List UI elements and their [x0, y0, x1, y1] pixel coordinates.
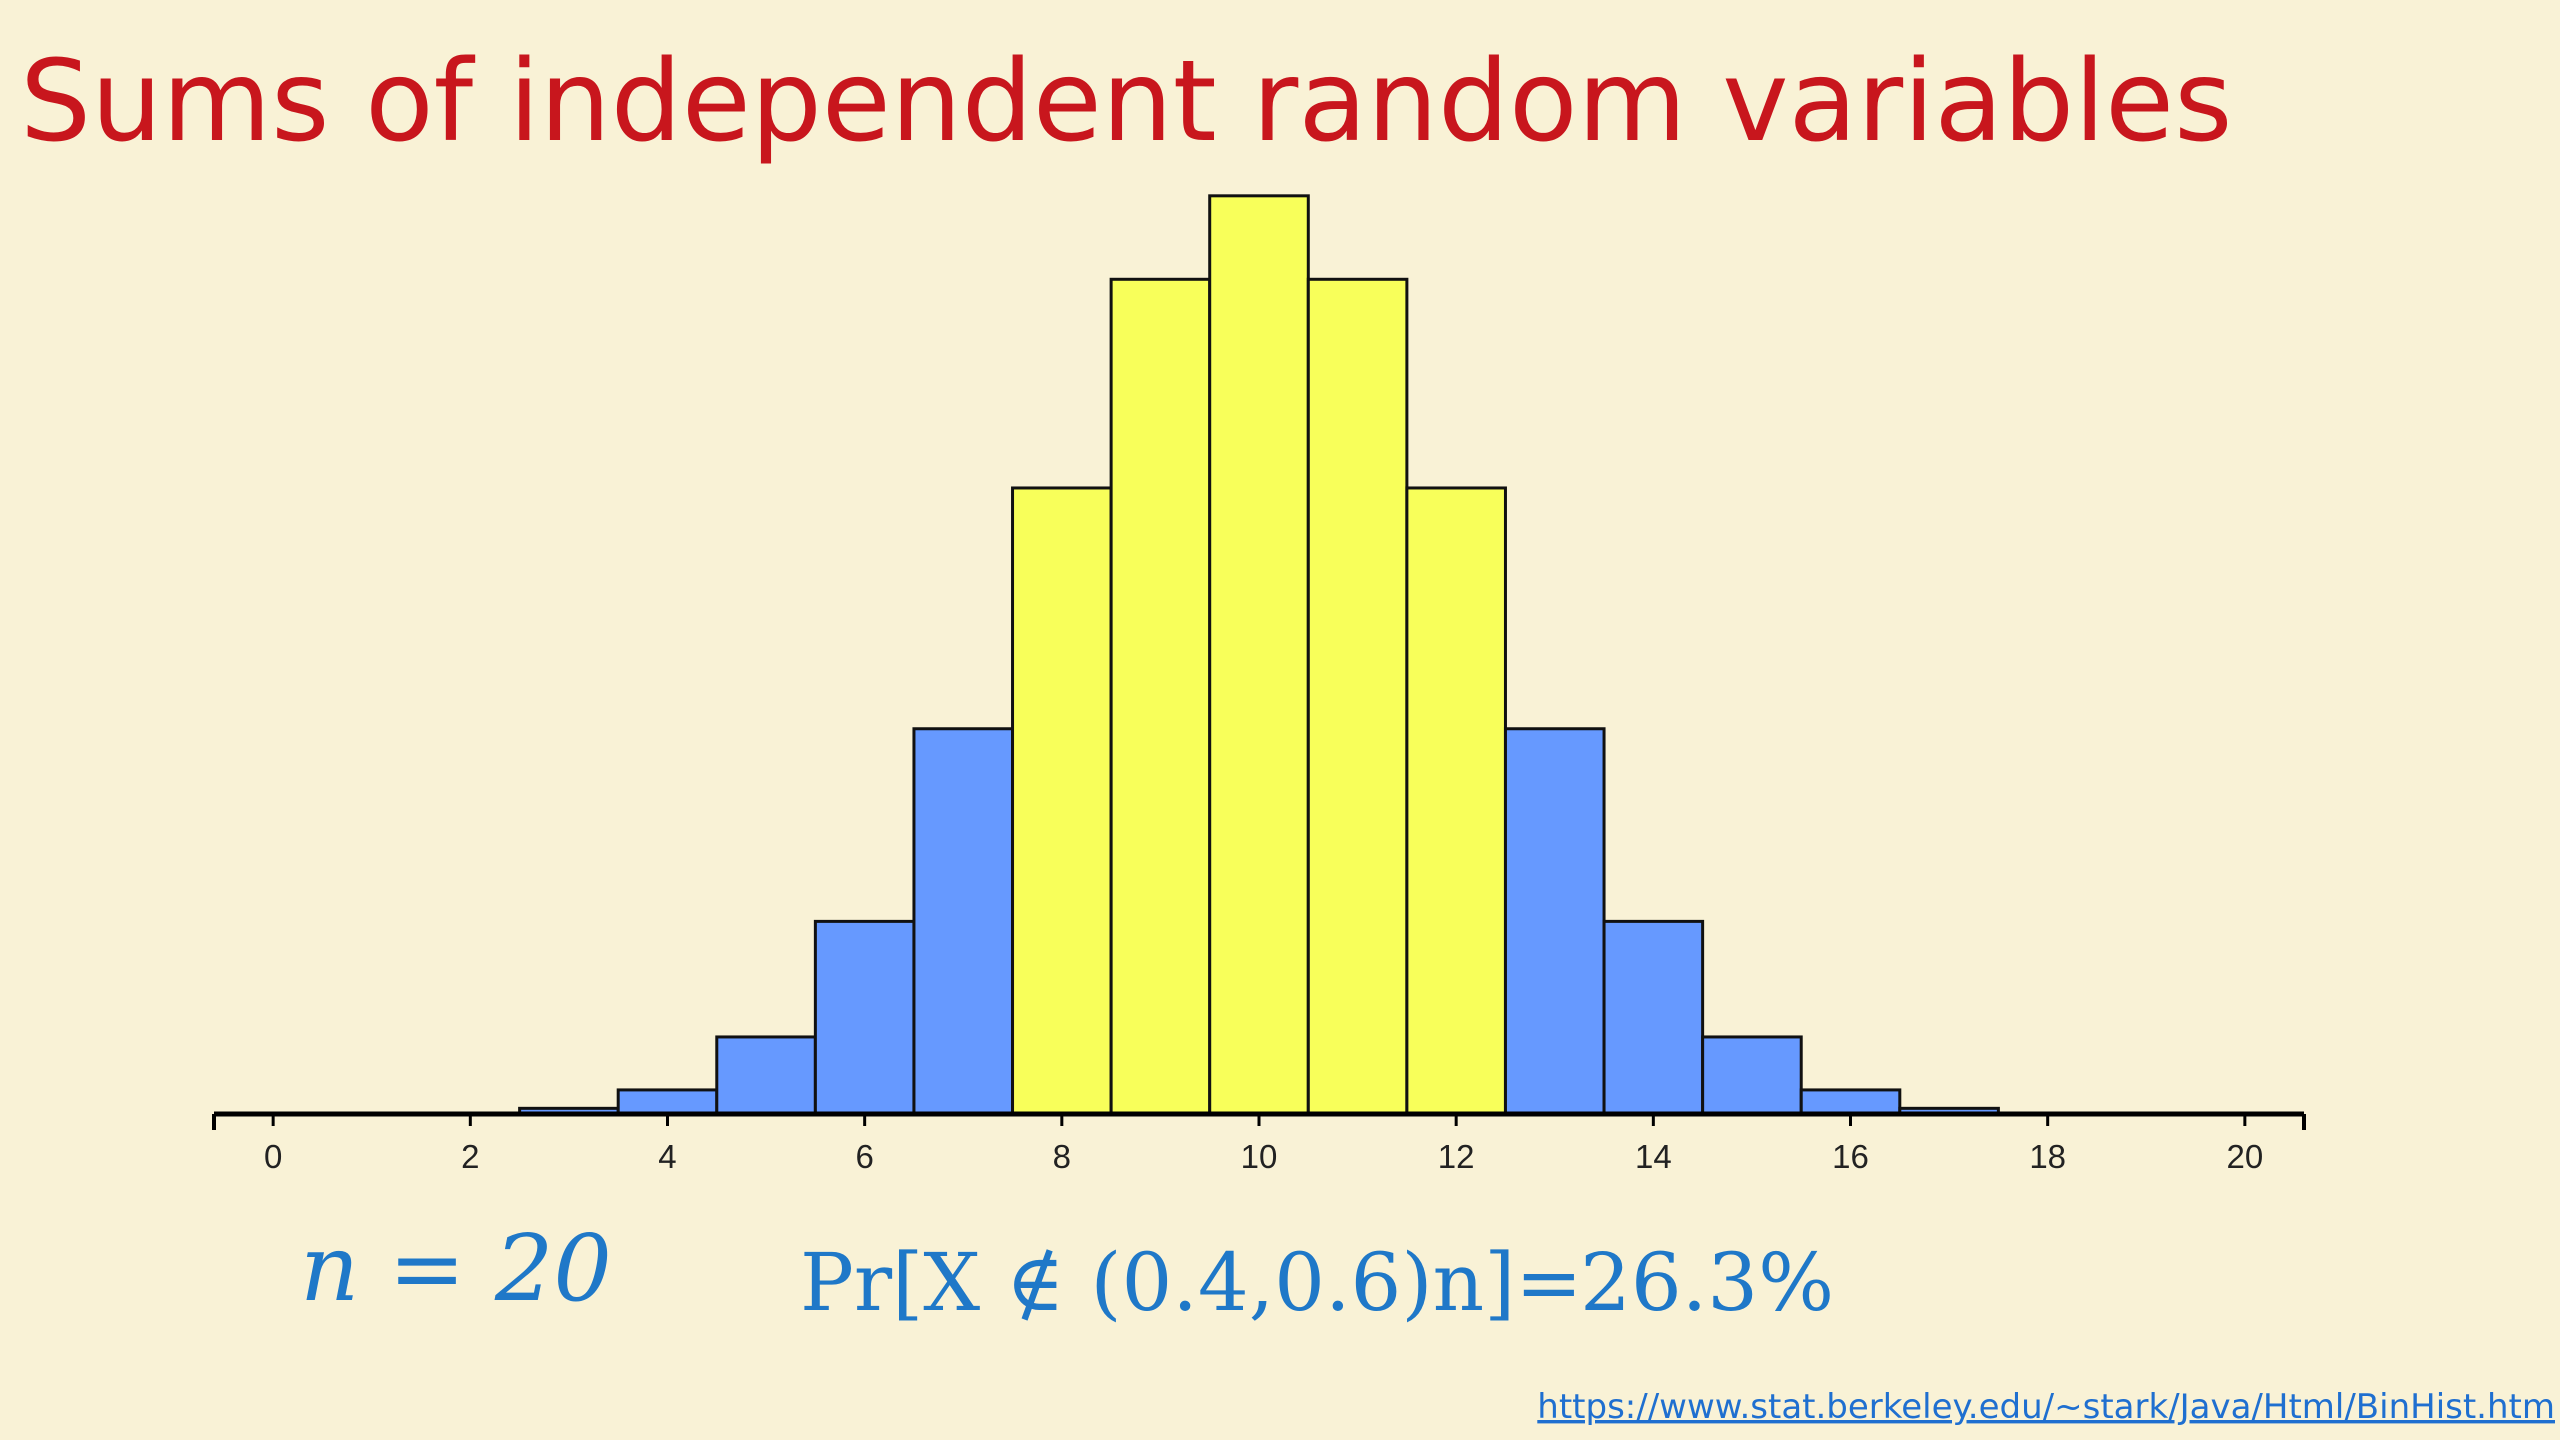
x-tick-label: 2 [461, 1138, 479, 1175]
x-tick-label: 12 [1438, 1138, 1475, 1175]
source-link[interactable]: https://www.stat.berkeley.edu/~stark/Jav… [1537, 1387, 2555, 1427]
formula-probability: Pr[X ∉ (0.4,0.6)n]= [800, 1236, 1582, 1329]
bar [912, 727, 1015, 1116]
bar [813, 919, 916, 1116]
x-tick-label: 0 [264, 1138, 282, 1175]
formula-n: n = 20 [300, 1215, 612, 1322]
bar [1503, 727, 1606, 1116]
bar [1602, 919, 1705, 1116]
bar [616, 1088, 719, 1116]
x-tick-label: 4 [658, 1138, 676, 1175]
x-tick-label: 18 [2029, 1138, 2066, 1175]
bar [715, 1035, 817, 1116]
bar [1799, 1088, 1902, 1116]
x-tick-label: 20 [2226, 1138, 2263, 1175]
slide-title: Sums of independent random variables [20, 37, 2232, 167]
bar [1701, 1035, 1803, 1116]
bar [1109, 277, 1212, 1116]
x-tick-label: 14 [1635, 1138, 1672, 1175]
bar [1208, 194, 1310, 1116]
x-tick-label: 10 [1241, 1138, 1278, 1175]
result: 26.3% [1580, 1236, 1834, 1329]
x-tick-label: 6 [855, 1138, 873, 1175]
bar [1011, 486, 1113, 1116]
x-tick-label: 16 [1832, 1138, 1869, 1175]
bar [1405, 486, 1507, 1116]
bar [1306, 277, 1409, 1116]
x-tick-label: 8 [1053, 1138, 1071, 1175]
